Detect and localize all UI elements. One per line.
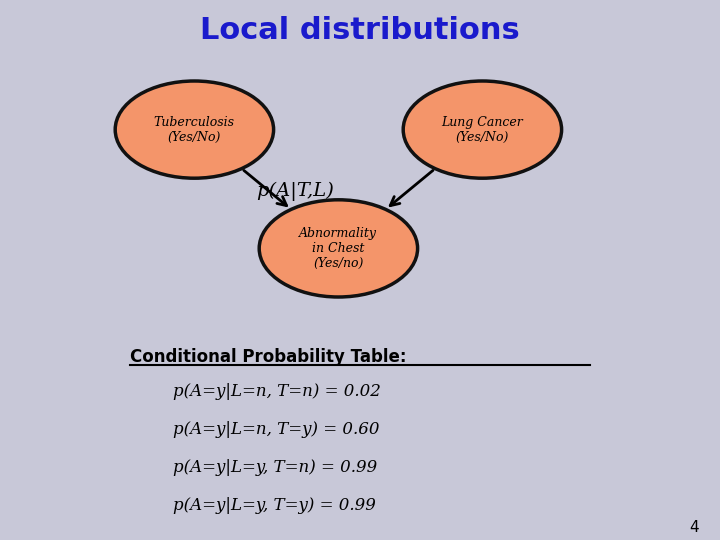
- Text: Tuberculosis
(Yes/No): Tuberculosis (Yes/No): [154, 116, 235, 144]
- Text: p(A|T,L): p(A|T,L): [256, 182, 334, 201]
- Text: Abnormality
in Chest
(Yes/no): Abnormality in Chest (Yes/no): [300, 227, 377, 270]
- Text: p(A=y|L=n, T=n) = 0.02: p(A=y|L=n, T=n) = 0.02: [173, 383, 381, 400]
- Text: p(A=y|L=y, T=n) = 0.99: p(A=y|L=y, T=n) = 0.99: [173, 459, 377, 476]
- Text: Lung Cancer
(Yes/No): Lung Cancer (Yes/No): [441, 116, 523, 144]
- Ellipse shape: [259, 200, 418, 297]
- Ellipse shape: [403, 81, 562, 178]
- Ellipse shape: [115, 81, 274, 178]
- Text: p(A=y|L=y, T=y) = 0.99: p(A=y|L=y, T=y) = 0.99: [173, 497, 376, 514]
- Text: p(A=y|L=n, T=y) = 0.60: p(A=y|L=n, T=y) = 0.60: [173, 421, 379, 438]
- Text: Local distributions: Local distributions: [200, 16, 520, 45]
- Text: Conditional Probability Table:: Conditional Probability Table:: [130, 348, 406, 366]
- Text: 4: 4: [689, 519, 698, 535]
